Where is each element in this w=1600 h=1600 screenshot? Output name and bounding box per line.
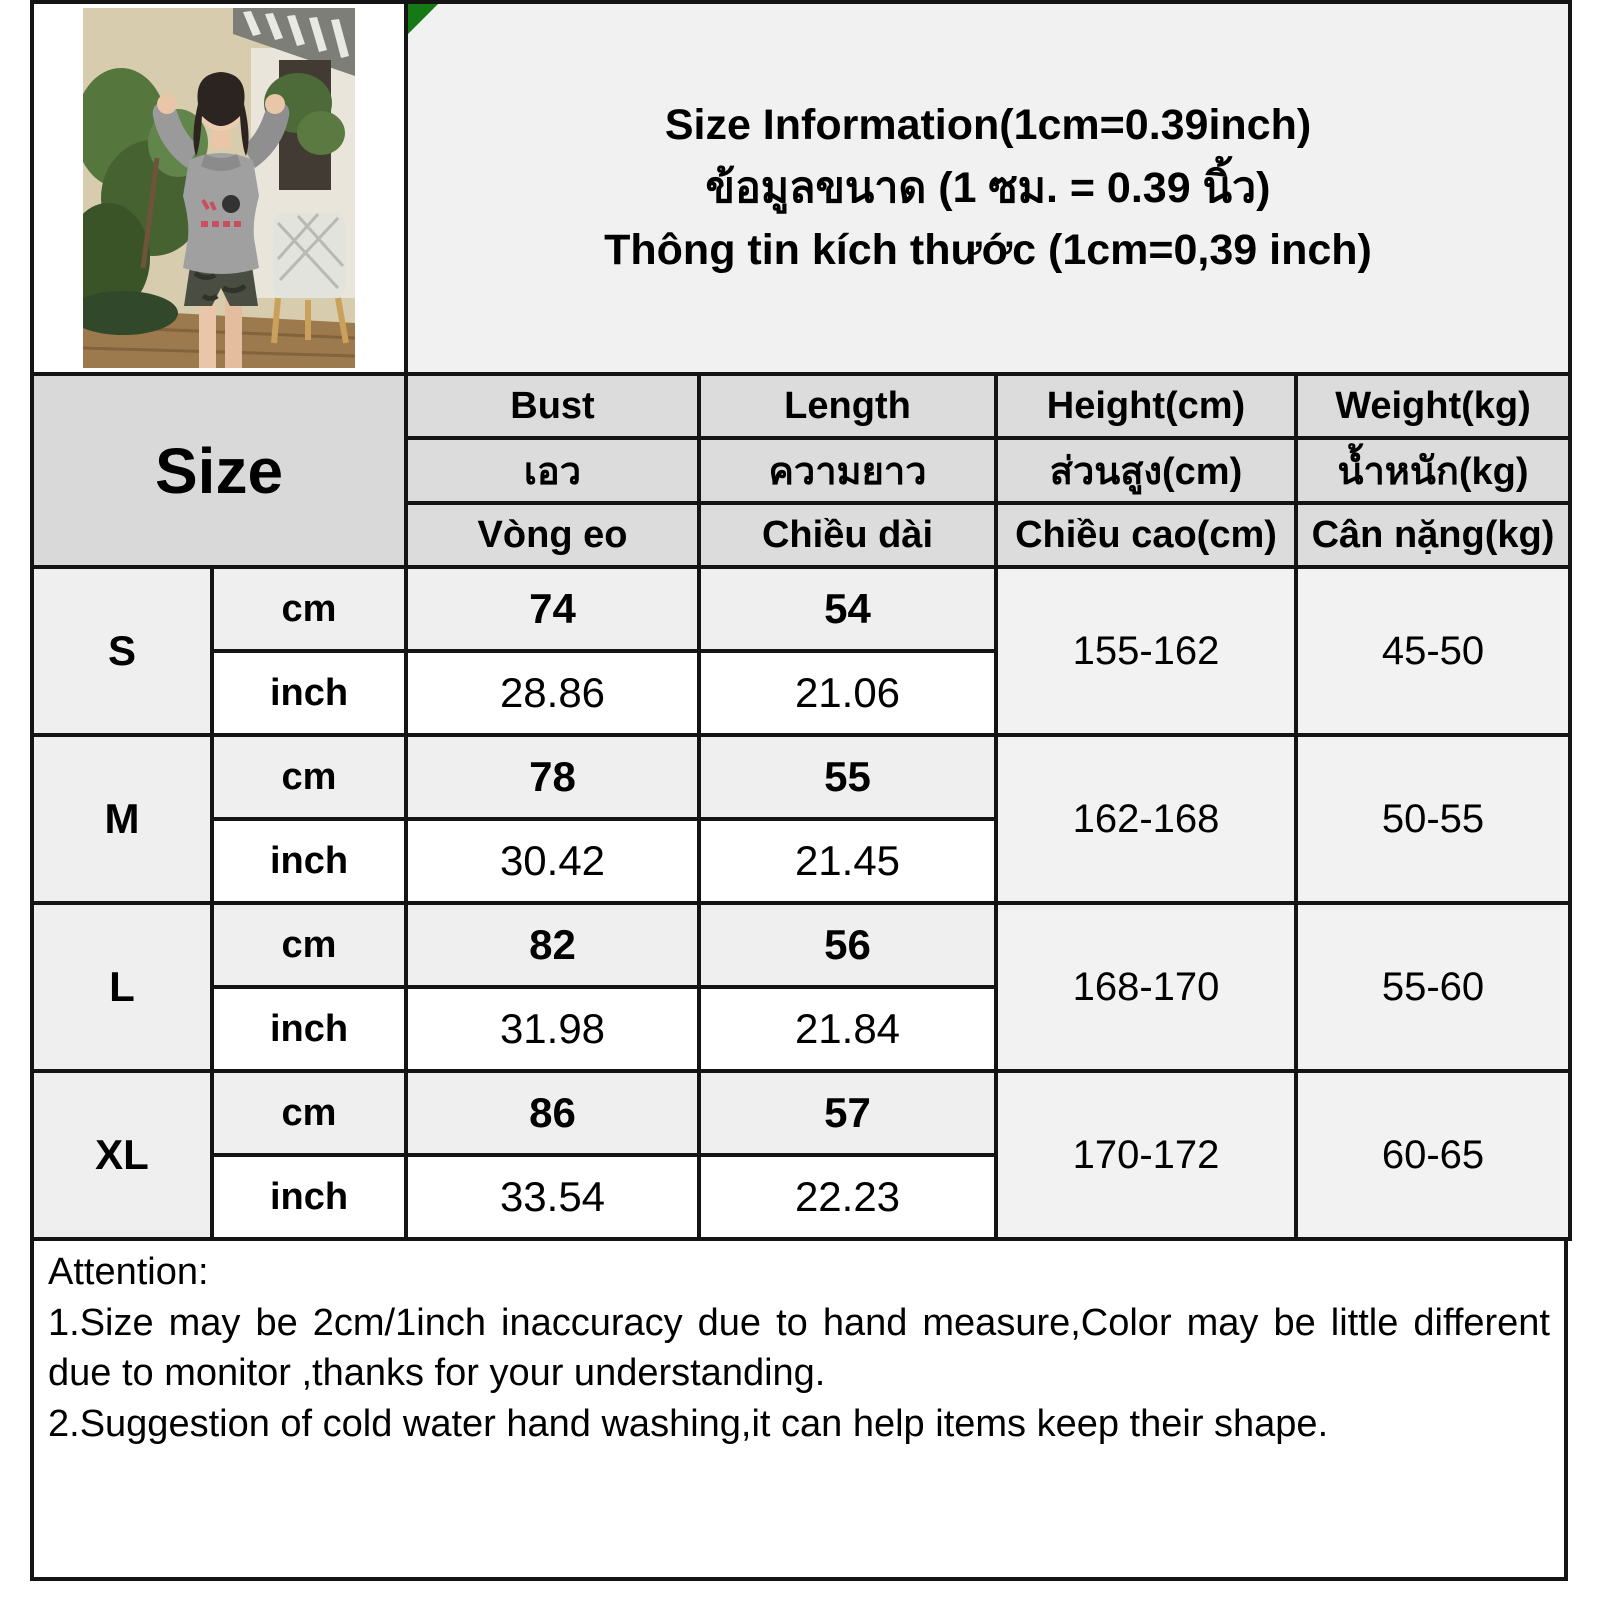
bust-inch-value: 31.98 bbox=[404, 985, 701, 1073]
unit-label-cm: cm bbox=[210, 901, 408, 989]
header-row-vietnamese: Vòng eo Chiều dài Chiều cao(cm) Cân nặng… bbox=[32, 501, 1572, 569]
weight-range-value: 45-50 bbox=[1294, 565, 1572, 737]
height-range-value: 168-170 bbox=[994, 901, 1298, 1073]
green-corner-marker-icon bbox=[410, 6, 438, 34]
header-row-english: Size Bust Length Height(cm) Weight(kg) bbox=[30, 372, 1572, 569]
col-header-height-vi: Chiều cao(cm) bbox=[994, 501, 1298, 569]
col-header-length-vi: Chiều dài bbox=[697, 501, 998, 569]
col-header-height-en: Height(cm) bbox=[994, 372, 1298, 440]
length-cm-value: 56 bbox=[697, 901, 998, 989]
unit-label-cm: cm bbox=[210, 565, 408, 653]
col-header-bust-en: Bust bbox=[404, 372, 701, 440]
length-inch-value: 21.06 bbox=[697, 649, 998, 737]
size-row-l-inch: inch 31.98 21.84 bbox=[32, 985, 1570, 1073]
length-inch-value: 21.84 bbox=[697, 985, 998, 1073]
size-label-xl: XL bbox=[30, 1069, 214, 1241]
col-header-bust-vi: Vòng eo bbox=[404, 501, 701, 569]
bust-inch-value: 28.86 bbox=[404, 649, 701, 737]
length-cm-value: 57 bbox=[697, 1069, 998, 1157]
top-section: Size Information(1cm=0.39inch) ข้อมูลขนา… bbox=[30, 0, 1572, 376]
length-cm-value: 55 bbox=[697, 733, 998, 821]
unit-label-cm: cm bbox=[210, 1069, 408, 1157]
product-photo bbox=[83, 8, 355, 368]
photo-chair bbox=[271, 213, 349, 344]
size-row-xl-inch: inch 33.54 22.23 bbox=[32, 1153, 1570, 1241]
attention-heading: Attention: bbox=[48, 1251, 209, 1293]
title-line-thai: ข้อมูลขนาด (1 ซม. = 0.39 นิ้ว) bbox=[705, 163, 1271, 212]
height-range-value: 162-168 bbox=[994, 733, 1298, 905]
size-row-xl-cm: XL cm 86 57 170-172 60-65 bbox=[30, 1069, 1572, 1241]
col-header-weight-en: Weight(kg) bbox=[1294, 372, 1572, 440]
size-header-cell: Size bbox=[30, 372, 408, 569]
bust-inch-value: 33.54 bbox=[404, 1153, 701, 1241]
photo-model bbox=[152, 72, 290, 368]
size-label-s: S bbox=[30, 565, 214, 737]
size-label-l: L bbox=[30, 901, 214, 1073]
height-range-value: 170-172 bbox=[994, 1069, 1298, 1241]
size-row-m-inch: inch 30.42 21.45 bbox=[32, 817, 1570, 905]
col-header-length-en: Length bbox=[697, 372, 998, 440]
title-cell: Size Information(1cm=0.39inch) ข้อมูลขนา… bbox=[404, 0, 1572, 376]
col-header-height-th: ส่วนสูง(cm) bbox=[994, 436, 1298, 505]
title-line-vietnamese: Thông tin kích thước (1cm=0,39 inch) bbox=[604, 226, 1372, 275]
col-header-weight-vi: Cân nặng(kg) bbox=[1294, 501, 1572, 569]
size-label-m: M bbox=[30, 733, 214, 905]
col-header-bust-th: เอว bbox=[404, 436, 701, 505]
weight-range-value: 60-65 bbox=[1294, 1069, 1572, 1241]
bust-cm-value: 78 bbox=[404, 733, 701, 821]
bust-cm-value: 86 bbox=[404, 1069, 701, 1157]
weight-range-value: 50-55 bbox=[1294, 733, 1572, 905]
size-information-title: Size Information(1cm=0.39inch) ข้อมูลขนา… bbox=[410, 94, 1566, 281]
size-chart-sheet: Size Information(1cm=0.39inch) ข้อมูลขนา… bbox=[30, 0, 1572, 1581]
col-header-weight-th: น้ำหนัก(kg) bbox=[1294, 436, 1572, 505]
unit-label-inch: inch bbox=[210, 649, 408, 737]
unit-label-inch: inch bbox=[210, 985, 408, 1073]
header-row-thai: เอว ความยาว ส่วนสูง(cm) น้ำหนัก(kg) bbox=[32, 436, 1572, 505]
bust-cm-value: 82 bbox=[404, 901, 701, 989]
unit-label-cm: cm bbox=[210, 733, 408, 821]
photo-roof bbox=[233, 8, 355, 76]
col-header-length-th: ความยาว bbox=[697, 436, 998, 505]
product-photo-cell bbox=[30, 0, 408, 376]
size-table: Size Information(1cm=0.39inch) ข้อมูลขนา… bbox=[30, 0, 1572, 1241]
title-line-english: Size Information(1cm=0.39inch) bbox=[664, 101, 1312, 150]
bust-cm-value: 74 bbox=[404, 565, 701, 653]
attention-box: Attention: 1.Size may be 2cm/1inch inacc… bbox=[30, 1241, 1568, 1581]
unit-label-inch: inch bbox=[210, 817, 408, 905]
length-inch-value: 22.23 bbox=[697, 1153, 998, 1241]
bust-inch-value: 30.42 bbox=[404, 817, 701, 905]
attention-item-1: 1.Size may be 2cm/1inch inaccuracy due t… bbox=[48, 1301, 1550, 1395]
height-range-value: 155-162 bbox=[994, 565, 1298, 737]
unit-label-inch: inch bbox=[210, 1153, 408, 1241]
length-inch-value: 21.45 bbox=[697, 817, 998, 905]
weight-range-value: 55-60 bbox=[1294, 901, 1572, 1073]
size-row-s-inch: inch 28.86 21.06 bbox=[32, 649, 1570, 737]
length-cm-value: 54 bbox=[697, 565, 998, 653]
attention-item-2: 2.Suggestion of cold water hand washing,… bbox=[48, 1402, 1329, 1445]
